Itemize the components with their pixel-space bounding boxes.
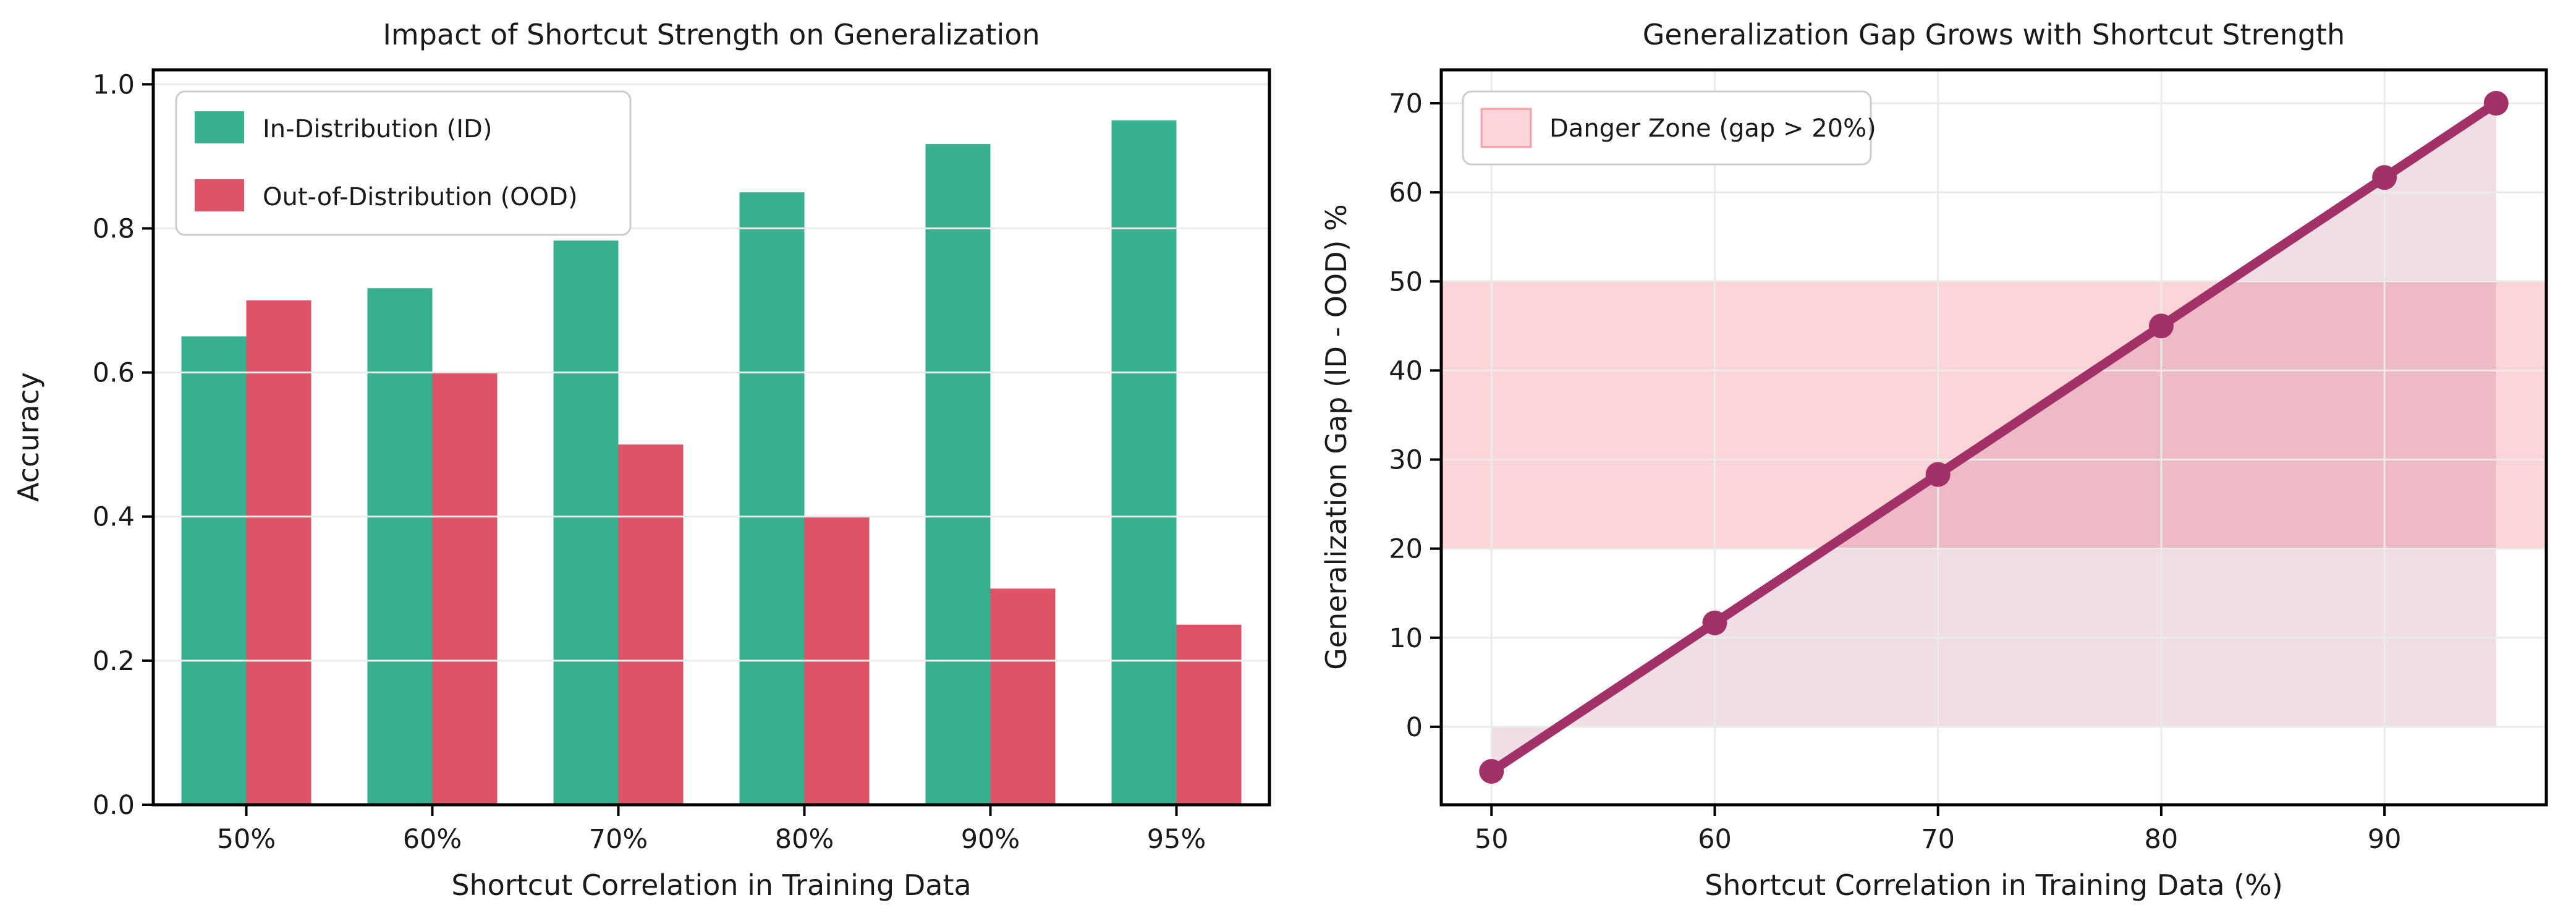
bar-chart-legend — [175, 90, 632, 236]
x-tick-label: 70 — [1921, 824, 1955, 855]
axes-spines — [151, 68, 1271, 807]
gap-marker — [1925, 462, 1951, 487]
legend-label-ood: Out-of-Distribution (OOD) — [263, 183, 578, 211]
x-tick-label: 80 — [2145, 824, 2179, 855]
legend-swatch-id — [195, 111, 244, 143]
left-chart-title: Impact of Shortcut Strength on Generaliz… — [383, 18, 1040, 51]
bar-id-95% — [1111, 120, 1177, 805]
x-tick-label: 95% — [1147, 824, 1206, 855]
bar-chart-axes: 0.0 0.2 0.4 0.6 0.8 1.0 50% 60% 70% 80% 90% 95% — [93, 68, 1271, 855]
y-tick-label: 0.2 — [93, 646, 135, 677]
line-chart-legend — [1462, 90, 1872, 166]
y-tick-label: 0.0 — [93, 790, 135, 821]
y-tick-label: 60 — [1389, 177, 1423, 208]
danger-zone-band — [1441, 281, 2546, 549]
bar-ood-90% — [990, 588, 1056, 805]
left-chart-xlabel: Shortcut Correlation in Training Data — [451, 868, 971, 902]
bar-ood-70% — [618, 444, 684, 805]
x-tick-label: 60% — [403, 824, 462, 855]
x-tick-label: 50 — [1475, 824, 1509, 855]
gap-marker — [1479, 758, 1504, 784]
right-chart-title: Generalization Gap Grows with Shortcut S… — [1643, 18, 2345, 51]
bar-ood-95% — [1176, 624, 1242, 805]
bar-id-80% — [739, 192, 805, 805]
y-tick-label: 40 — [1389, 355, 1423, 386]
bar-ood-60% — [432, 372, 498, 805]
y-tick-label: 0.6 — [93, 358, 135, 389]
bar-id-90% — [925, 144, 991, 805]
gap-marker — [2483, 91, 2509, 116]
left-chart-ylabel: Accuracy — [12, 372, 45, 502]
legend-swatch-danger-zone — [1480, 108, 1532, 148]
bar-id-70% — [553, 240, 619, 805]
line-chart-axes: 0 10 20 30 40 50 60 70 50 60 70 80 90 — [1389, 68, 2548, 855]
gap-marker — [1702, 610, 1727, 635]
y-tick-label: 70 — [1389, 88, 1423, 119]
gap-marker — [2148, 313, 2174, 339]
x-tick-label: 70% — [589, 824, 648, 855]
bar-axes-frame: 0.0 0.2 0.4 0.6 0.8 1.0 50% 60% 70% 80% 90% 95% — [93, 68, 1271, 855]
y-tick-label: 0.4 — [93, 502, 135, 533]
y-tick-label: 20 — [1389, 534, 1423, 565]
bar-ood-50% — [246, 300, 311, 805]
gap-marker — [2372, 165, 2397, 190]
right-chart-xlabel: Shortcut Correlation in Training Data (%… — [1705, 868, 2283, 902]
legend-box — [1462, 90, 1872, 166]
axes-spines — [1439, 68, 2548, 807]
y-tick-label: 0 — [1406, 712, 1423, 743]
x-tick-label: 50% — [217, 824, 276, 855]
bar-id-50% — [181, 336, 247, 805]
x-tick-label: 90 — [2368, 824, 2402, 855]
bar-id-60% — [367, 288, 433, 805]
legend-box — [175, 90, 632, 236]
legend-swatch-ood — [195, 179, 244, 211]
y-tick-label: 30 — [1389, 445, 1423, 476]
y-tick-label: 10 — [1389, 623, 1423, 654]
line-axes-frame: 0 10 20 30 40 50 60 70 50 60 70 80 90 — [1389, 68, 2548, 855]
y-tick-label: 1.0 — [93, 69, 135, 100]
x-tick-label: 60 — [1698, 824, 1732, 855]
bar-series — [181, 120, 1242, 805]
gap-line-layer — [1479, 91, 2509, 784]
legend-label-id: In-Distribution (ID) — [263, 115, 492, 143]
x-tick-label: 90% — [961, 824, 1020, 855]
y-tick-label: 50 — [1389, 266, 1423, 297]
right-chart-ylabel: Generalization Gap (ID - OOD) % — [1320, 204, 1353, 670]
x-tick-label: 80% — [775, 824, 834, 855]
y-tick-label: 0.8 — [93, 213, 135, 244]
legend-label-danger-zone: Danger Zone (gap > 20%) — [1549, 114, 1876, 143]
gap-line — [1486, 98, 2501, 776]
